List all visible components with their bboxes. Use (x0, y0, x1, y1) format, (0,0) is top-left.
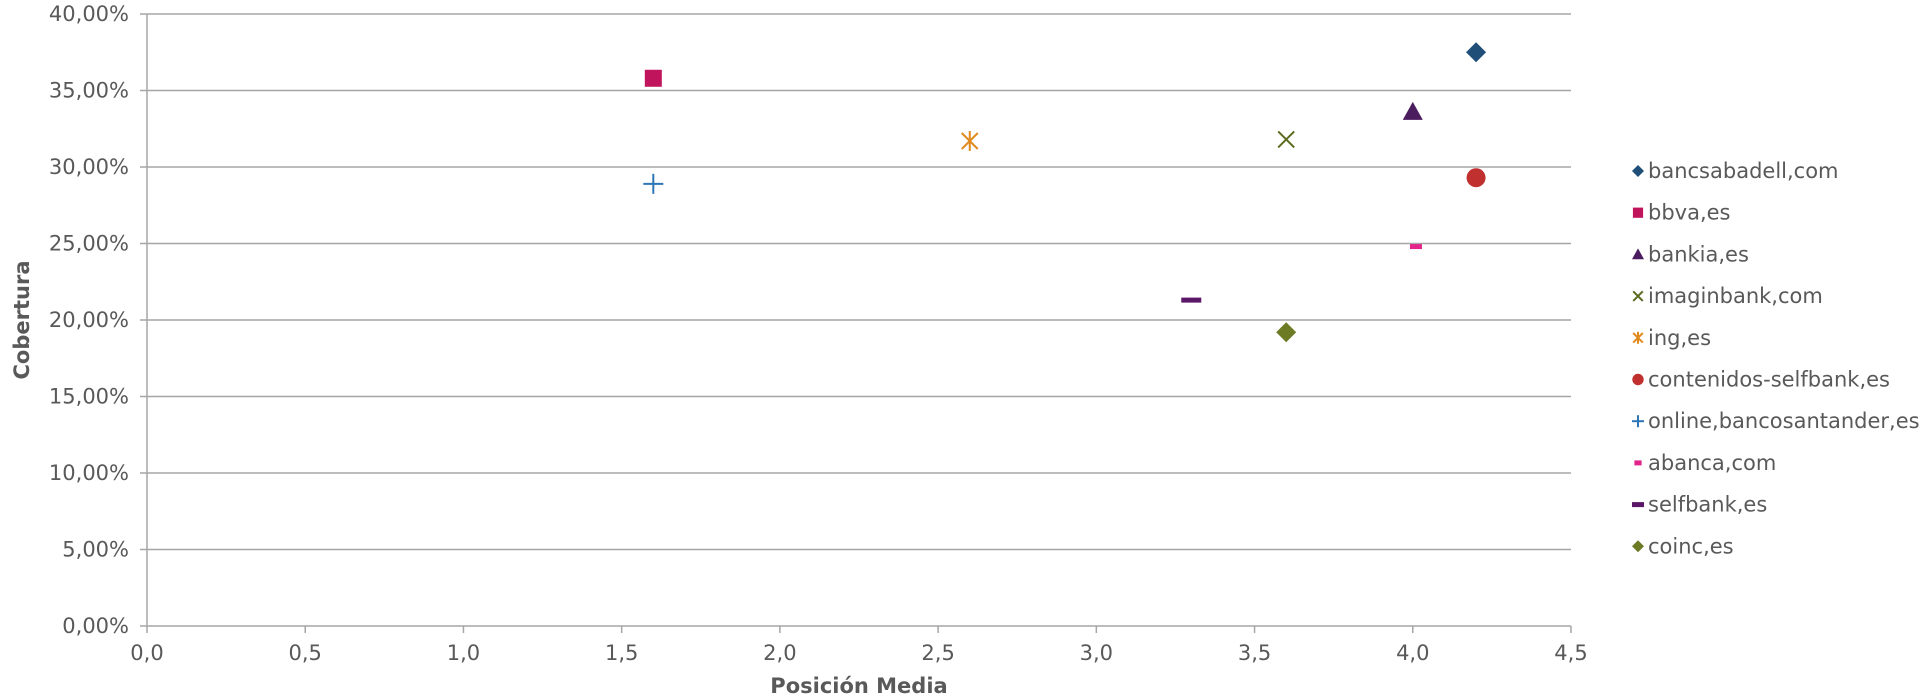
x-axis-title: Posición Media (770, 674, 947, 698)
x-axis-ticks: 0,0 0,5 1,0 1,5 2,0 2,5 3,0 3,5 4,0 4,5 (130, 641, 1587, 665)
legend-item: imaginbank,com (1632, 284, 1823, 308)
legend-marker (1632, 373, 1644, 386)
legend-marker (1632, 165, 1644, 177)
x-tick-label: 3,5 (1238, 641, 1271, 665)
x-tick-label: 1,5 (605, 641, 638, 665)
point-bancsabadell-com (1466, 42, 1487, 63)
legend-item: ing,es (1632, 326, 1711, 350)
legend-label: imaginbank,com (1648, 284, 1823, 308)
legend-item: online,bancosantander,es (1632, 409, 1920, 433)
y-axis-ticks: 0,00% 5,00% 10,00% 15,00% 20,00% 25,00% 30,00%… (49, 2, 129, 638)
point-imaginbank-com (1277, 130, 1295, 149)
point-selfbank-es (1181, 297, 1202, 303)
legend-label: ing,es (1648, 326, 1711, 350)
legend-marker (1632, 207, 1644, 218)
legend-item: contenidos-selfbank,es (1632, 368, 1890, 392)
x-tick-label: 2,5 (921, 641, 954, 665)
legend-item: coinc,es (1632, 534, 1734, 558)
legend-item: selfbank,es (1632, 493, 1767, 517)
y-tick-label: 5,00% (62, 538, 129, 562)
x-tick-label: 1,0 (447, 641, 480, 665)
y-tick-label: 25,00% (49, 232, 129, 256)
y-tick-label: 20,00% (49, 308, 129, 332)
legend-marker (1632, 290, 1644, 302)
legend-item: abanca,com (1634, 451, 1776, 475)
legend-label: bankia,es (1648, 242, 1749, 266)
y-tick-label: 15,00% (49, 385, 129, 409)
point-abanca-com (1409, 244, 1422, 250)
point-coinc-es (1276, 322, 1297, 343)
legend-label: selfbank,es (1648, 493, 1767, 517)
legend-label: online,bancosantander,es (1648, 409, 1920, 433)
x-tick-label: 2,0 (763, 641, 796, 665)
x-tick-label: 4,0 (1396, 641, 1429, 665)
legend-marker (1632, 540, 1644, 553)
point-contenidos-selfbank-es (1466, 168, 1486, 188)
legend-marker (1632, 248, 1644, 260)
y-tick-label: 40,00% (49, 2, 129, 26)
grid-lines (147, 13, 1571, 551)
x-tick-label: 4,5 (1554, 641, 1587, 665)
legend-item: bbva,es (1632, 201, 1731, 225)
y-tick-label: 10,00% (49, 461, 129, 485)
legend-item: bancsabadell,com (1632, 159, 1839, 183)
y-tick-label: 30,00% (49, 155, 129, 179)
x-tick-label: 0,0 (130, 641, 163, 665)
legend-label: bancsabadell,com (1648, 159, 1839, 183)
x-tick-label: 3,0 (1080, 641, 1113, 665)
y-tick-label: 35,00% (49, 79, 129, 103)
legend-item: bankia,es (1632, 242, 1749, 266)
point-bankia-es (1402, 101, 1423, 120)
legend-marker (1634, 460, 1642, 466)
point-online-bancosantander-es (643, 173, 664, 194)
axes (140, 13, 1572, 633)
legend-label: abanca,com (1648, 451, 1776, 475)
legend-label: coinc,es (1648, 534, 1734, 558)
legend: bancsabadell,com bbva,es bankia,es imaginba… (1632, 159, 1920, 558)
legend-label: bbva,es (1648, 201, 1731, 225)
point-ing-es (961, 130, 979, 151)
legend-marker (1632, 331, 1644, 344)
y-axis-title: Cobertura (10, 261, 34, 380)
y-tick-label: 0,00% (62, 614, 129, 638)
point-bbva-es (644, 69, 662, 87)
legend-label: contenidos-selfbank,es (1648, 368, 1890, 392)
legend-marker (1632, 502, 1644, 508)
x-tick-label: 0,5 (289, 641, 322, 665)
legend-marker (1632, 415, 1644, 428)
data-points (643, 42, 1487, 343)
